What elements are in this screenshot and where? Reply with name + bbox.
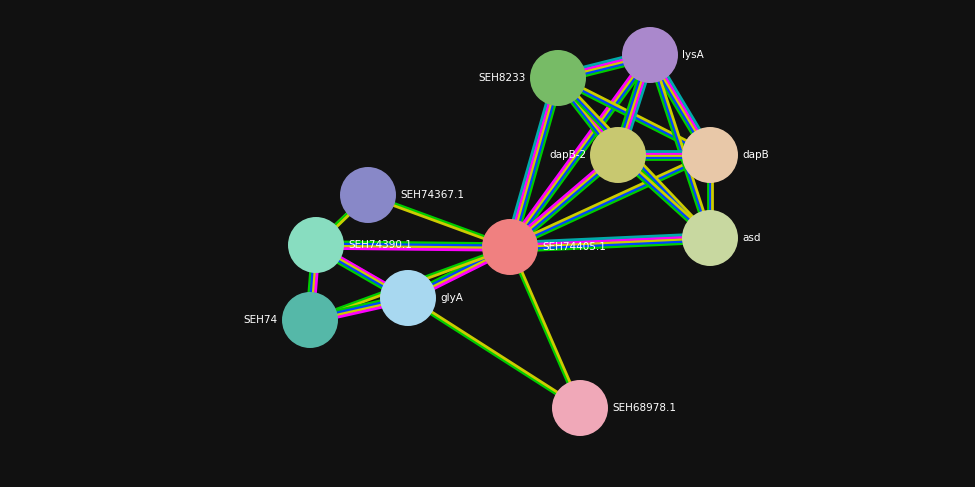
Circle shape: [682, 127, 738, 183]
Text: lysA: lysA: [682, 50, 704, 60]
Text: SEH74367.1: SEH74367.1: [400, 190, 464, 200]
Text: asd: asd: [742, 233, 760, 243]
Circle shape: [340, 167, 396, 223]
Text: dapB: dapB: [742, 150, 768, 160]
Text: SEH8233: SEH8233: [479, 73, 526, 83]
Circle shape: [530, 50, 586, 106]
Text: glyA: glyA: [440, 293, 463, 303]
Text: SEH74390.1: SEH74390.1: [348, 240, 411, 250]
Circle shape: [590, 127, 646, 183]
Circle shape: [682, 210, 738, 266]
Text: SEH74: SEH74: [244, 315, 278, 325]
Text: dapB-2: dapB-2: [549, 150, 586, 160]
Circle shape: [482, 219, 538, 275]
Circle shape: [288, 217, 344, 273]
Circle shape: [552, 380, 608, 436]
Circle shape: [282, 292, 338, 348]
Text: SEH68978.1: SEH68978.1: [612, 403, 676, 413]
Circle shape: [622, 27, 678, 83]
Circle shape: [380, 270, 436, 326]
Text: SEH74405.1: SEH74405.1: [542, 242, 605, 252]
